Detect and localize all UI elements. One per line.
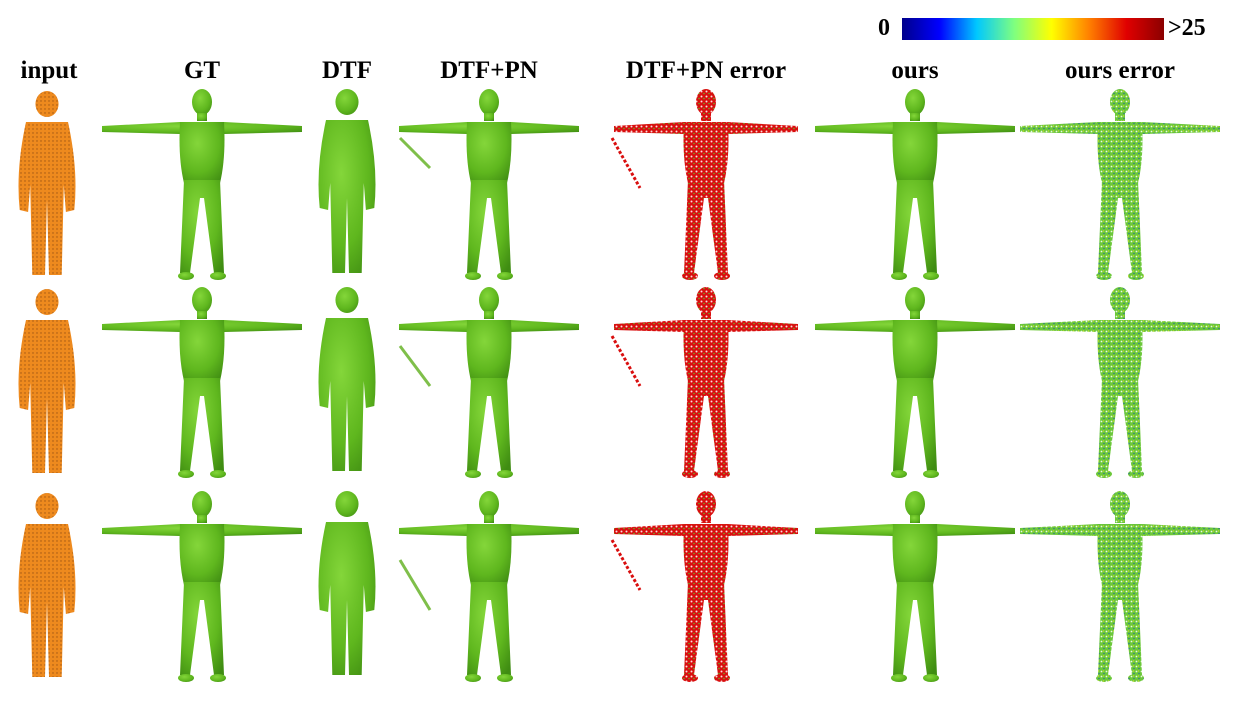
header-dtfpn-error: DTF+PN error (625, 57, 787, 84)
header-input: input (20, 57, 78, 84)
header-ours-error: ours error (1065, 57, 1175, 84)
dtfpn-error-map (610, 89, 798, 280)
dtfpn-error-map (610, 491, 798, 682)
header-ours: ours (891, 57, 939, 84)
dtfpn-mesh (398, 491, 579, 682)
header-gt: GT (183, 57, 221, 84)
input-point-cloud (18, 289, 76, 473)
gt-mesh (102, 491, 302, 682)
ours-mesh (815, 491, 1015, 682)
dtfpn-mesh (398, 89, 579, 280)
error-color-scale: 0 >25 (878, 14, 1218, 42)
ours-error-map (1020, 287, 1220, 478)
scale-max-label: >25 (1168, 15, 1206, 41)
ours-mesh (815, 287, 1015, 478)
ours-error-map (1020, 491, 1220, 682)
ours-error-map (1020, 89, 1220, 280)
header-dtf: DTF (322, 57, 372, 84)
dtf-mesh (318, 491, 376, 675)
input-point-cloud (18, 91, 76, 275)
scale-min-label: 0 (878, 15, 890, 41)
gt-mesh (102, 89, 302, 280)
header-dtfpn: DTF+PN (440, 57, 538, 84)
dtfpn-mesh (398, 287, 579, 478)
ours-mesh (815, 89, 1015, 280)
scale-colorbar (902, 18, 1164, 40)
dtf-mesh (318, 89, 376, 273)
input-point-cloud (18, 493, 76, 677)
gt-mesh (102, 287, 302, 478)
dtfpn-error-map (610, 287, 798, 478)
dtf-mesh (318, 287, 376, 471)
